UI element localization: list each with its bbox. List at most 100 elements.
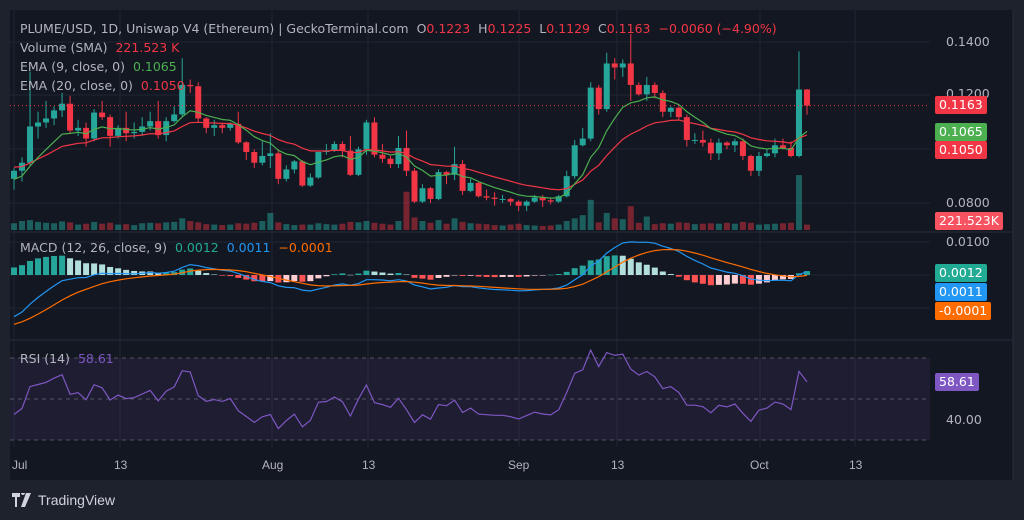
- volume-bar: [459, 221, 466, 230]
- symbol-legend: PLUME/USD, 1D, Uniswap V4 (Ethereum) | G…: [20, 21, 781, 36]
- macd-histogram-bar: [435, 275, 442, 278]
- macd-histogram-bar: [75, 260, 82, 275]
- volume-legend[interactable]: Volume (SMA) 221.523 K: [20, 40, 183, 55]
- candle-body: [211, 125, 218, 128]
- candle-body: [115, 127, 122, 136]
- candle-body: [467, 182, 474, 191]
- candle-body: [731, 141, 738, 146]
- low-value: 0.1129: [546, 21, 591, 36]
- macd-legend[interactable]: MACD (12, 26, close, 9) 0.0012 0.0011 −0…: [20, 240, 337, 255]
- candle-body: [123, 127, 130, 134]
- macd-histogram-bar: [627, 258, 634, 275]
- candle-body: [795, 89, 802, 157]
- volume-bar: [19, 221, 26, 230]
- volume-bar: [411, 217, 418, 230]
- macd-histogram-bar: [67, 258, 74, 275]
- volume-bar: [739, 221, 746, 230]
- macd-histogram-bar: [83, 263, 90, 275]
- volume-bar: [723, 222, 730, 230]
- candle-body: [507, 198, 514, 202]
- candle-body: [651, 84, 658, 93]
- macd-histogram-bar: [715, 275, 722, 285]
- candle-body: [227, 123, 234, 128]
- macd-label: MACD (12, 26, close, 9): [20, 240, 167, 255]
- volume-bar: [219, 225, 226, 230]
- macd-histogram-bar: [555, 274, 562, 275]
- macd-histogram-bar: [283, 275, 290, 283]
- candle-body: [291, 161, 298, 170]
- candle-body: [779, 145, 786, 148]
- volume-bar: [139, 223, 146, 230]
- macd-histogram-bar: [99, 264, 106, 275]
- volume-bar: [35, 221, 42, 230]
- macd-histogram-bar: [323, 275, 330, 277]
- candle-body: [483, 196, 490, 198]
- volume-bar: [147, 222, 154, 230]
- macd-histogram-bar: [227, 275, 234, 277]
- ema9-value: 0.1065: [132, 59, 177, 74]
- candle-body: [251, 152, 258, 163]
- volume-bar: [267, 212, 274, 230]
- candle-body: [315, 152, 322, 178]
- volume-bar: [451, 218, 458, 230]
- volume-bar: [419, 221, 426, 230]
- volume-bar: [427, 222, 434, 230]
- macd-histogram-bar: [491, 275, 498, 278]
- macd-histogram-bar: [563, 271, 570, 275]
- candle-body: [259, 156, 266, 163]
- volume-bar: [763, 224, 770, 230]
- macd-histogram-bar: [475, 275, 482, 277]
- symbol-title: PLUME/USD, 1D, Uniswap V4 (Ethereum) | G…: [20, 21, 409, 36]
- chart-panel[interactable]: [10, 10, 1013, 480]
- rsi-tag: 58.61: [935, 373, 979, 391]
- candle-body: [179, 84, 186, 115]
- ema9-legend[interactable]: EMA (9, close, 0) 0.1065: [20, 59, 181, 74]
- macd-histogram-bar: [307, 275, 314, 282]
- volume-bar: [339, 223, 346, 230]
- ema20-legend[interactable]: EMA (20, close, 0) 0.1050: [20, 78, 189, 93]
- volume-bar: [483, 224, 490, 230]
- macd-histogram-bar: [91, 263, 98, 275]
- tradingview-logo-icon: [12, 493, 31, 507]
- macd-histogram-bar: [35, 258, 42, 275]
- macd-histogram-bar: [51, 256, 58, 275]
- macd-histogram-bar: [587, 260, 594, 275]
- volume-bar: [779, 223, 786, 230]
- macd-histogram-bar: [419, 275, 426, 279]
- macd-histogram-bar: [531, 275, 538, 276]
- open-label: O: [416, 21, 427, 36]
- high-label: H: [478, 21, 488, 36]
- volume-bar: [563, 221, 570, 230]
- candle-body: [35, 122, 42, 127]
- macd-histogram-bar: [707, 275, 714, 286]
- rsi-legend[interactable]: RSI (14) 58.61: [20, 351, 118, 366]
- candle-body: [283, 169, 290, 179]
- candle-body: [379, 154, 386, 159]
- macd-histogram-bar: [107, 266, 114, 275]
- candle-body: [459, 164, 466, 191]
- macd-signal-tag: -0.0001: [935, 302, 992, 320]
- macd-histogram-bar: [395, 273, 402, 275]
- candle-body: [243, 142, 250, 153]
- rsi-value: 58.61: [77, 351, 114, 366]
- candle-body: [355, 149, 362, 175]
- macd-histogram-bar: [547, 274, 554, 276]
- volume-tag: 221.523K: [935, 212, 1003, 230]
- candle-body: [275, 153, 282, 179]
- volume-bar: [571, 218, 578, 230]
- volume-bar: [755, 224, 762, 230]
- macd-histogram-bar: [331, 274, 338, 275]
- tradingview-logo[interactable]: TradingView: [12, 492, 115, 508]
- volume-bar: [611, 218, 618, 230]
- candle-body: [539, 197, 546, 201]
- volume-bar: [539, 225, 546, 230]
- macd-histogram-bar: [675, 275, 682, 277]
- volume-bar: [803, 224, 810, 230]
- candle-body: [699, 139, 706, 143]
- volume-bar: [371, 222, 378, 230]
- volume-bar: [659, 223, 666, 230]
- time-axis-label: 13: [849, 458, 863, 472]
- macd-hist-value: 0.0012: [174, 240, 219, 255]
- macd-histogram-bar: [699, 275, 706, 284]
